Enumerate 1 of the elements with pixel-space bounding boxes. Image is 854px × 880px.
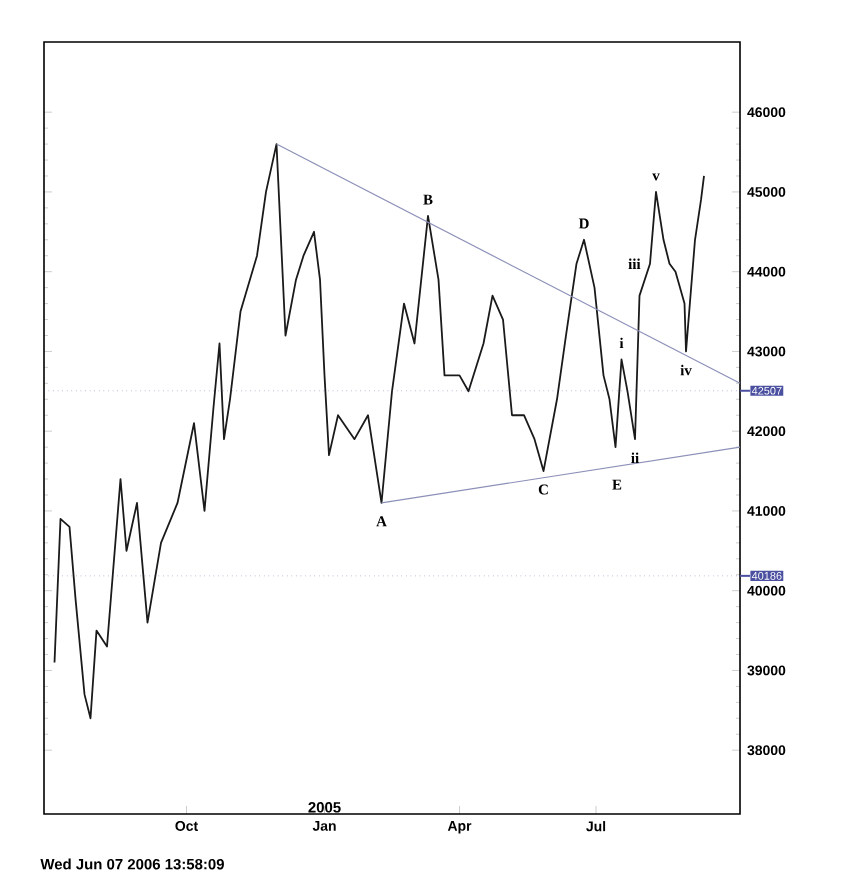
line-series bbox=[53, 143, 705, 720]
